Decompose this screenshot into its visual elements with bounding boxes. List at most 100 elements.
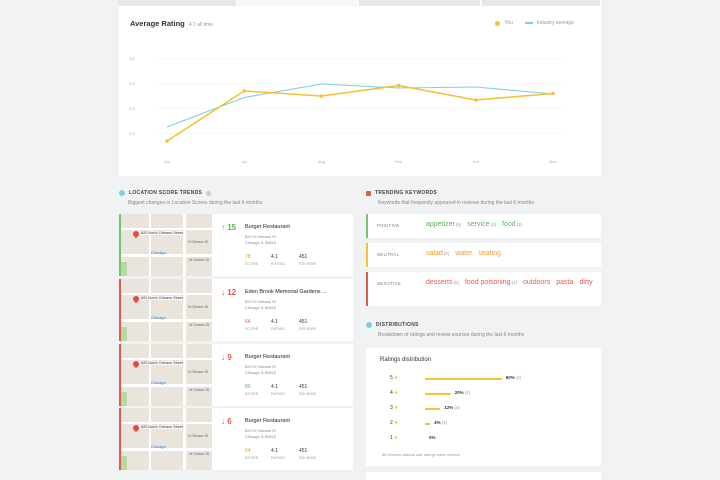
location-address: 820 N Orleans St Chicago IL 60610 bbox=[245, 364, 276, 376]
reviews-metric: 451 REVIEWS bbox=[299, 319, 317, 331]
keyword-tag[interactable]: water bbox=[455, 250, 472, 257]
keyword-tag[interactable]: pasta bbox=[556, 279, 573, 286]
distribution-bar bbox=[425, 423, 431, 425]
average-rating-chart: 3.5 3.0 2.5 2.0 Jun Jul Aug Sep Oct Nov bbox=[129, 56, 565, 164]
keyword-tag[interactable]: desserts(6) bbox=[426, 279, 459, 286]
data-point[interactable] bbox=[551, 91, 555, 96]
metric-label: SCORE bbox=[245, 262, 259, 266]
keyword-tag[interactable]: appetizer(6) bbox=[426, 221, 461, 228]
park-area bbox=[121, 262, 127, 276]
location-map[interactable]: W Ontario St N Orleans St 820 North Orlean… bbox=[121, 344, 212, 406]
tab[interactable] bbox=[119, 0, 237, 6]
star-icon: ★ bbox=[393, 420, 399, 426]
x-tick-label: Jul bbox=[242, 159, 247, 164]
keyword-row-neutral: NEUTRAL salad(4) water seating bbox=[366, 243, 601, 267]
location-map[interactable]: W Ontario St N Orleans St 820 North Orlean… bbox=[121, 408, 212, 470]
keyword-tag[interactable]: dirty bbox=[579, 279, 592, 286]
reviews-metric: 451 REVIEWS bbox=[299, 254, 317, 266]
metric-label: RATING bbox=[271, 262, 286, 266]
percent-value: 60% bbox=[505, 375, 515, 380]
map-pin-label: 820 North Orleans Street bbox=[140, 361, 185, 365]
y-tick-label: 3.5 bbox=[129, 56, 135, 61]
metric-label: REVIEWS bbox=[299, 327, 317, 331]
info-icon[interactable] bbox=[206, 190, 212, 196]
keyword-tag[interactable]: food(2) bbox=[502, 221, 522, 228]
review-count: (4) bbox=[441, 420, 448, 425]
location-map[interactable]: W Ontario St N Orleans St 820 North Orlean… bbox=[121, 279, 212, 341]
keyword-count: (4) bbox=[490, 222, 496, 227]
star-number: 5 bbox=[390, 375, 393, 381]
star-icon: ★ bbox=[393, 405, 399, 411]
location-name[interactable]: Burger Restaurant bbox=[245, 354, 290, 360]
data-point[interactable] bbox=[396, 83, 401, 88]
map-pin-icon bbox=[131, 359, 141, 369]
legend-item-industry[interactable]: Industry average bbox=[524, 20, 574, 26]
street-label: W Ontario St bbox=[189, 323, 210, 327]
keyword-text: dirty bbox=[579, 279, 593, 286]
location-address: 820 N Orleans St Chicago IL 60610 bbox=[245, 234, 276, 246]
star-number: 1 bbox=[390, 435, 393, 441]
keyword-tag[interactable]: outdoors bbox=[523, 279, 550, 286]
map-city-label: Chicago bbox=[151, 444, 166, 449]
location-map[interactable]: W Ontario St N Orleans St 820 North Orlean… bbox=[121, 214, 212, 276]
keyword-list: appetizer(6) service(4) food(2) bbox=[426, 221, 596, 228]
keyword-count: (4) bbox=[443, 251, 450, 256]
park-area bbox=[121, 392, 127, 406]
address-line: 820 N Orleans St bbox=[245, 234, 276, 239]
keyword-list: salad(4) water seating bbox=[426, 250, 596, 257]
keyword-count: (2) bbox=[516, 222, 523, 227]
keyword-row-label: NEUTRAL bbox=[377, 252, 400, 257]
distribution-bar bbox=[425, 393, 451, 395]
y-tick-label: 2.5 bbox=[129, 106, 135, 111]
section-subtitle: Keywords that frequently appeared in rev… bbox=[378, 200, 534, 206]
tab[interactable] bbox=[359, 0, 481, 6]
data-point[interactable] bbox=[165, 139, 169, 143]
address-line: Chicago IL 60610 bbox=[245, 370, 277, 375]
legend-line bbox=[524, 22, 533, 24]
rating-distribution-row: 3★ 12%(4) bbox=[390, 405, 590, 413]
keyword-text: appetizer bbox=[426, 221, 455, 228]
data-point[interactable] bbox=[319, 94, 324, 98]
score-metric: 80 SCORE bbox=[245, 384, 258, 396]
reviews-metric: 451 REVIEWS bbox=[299, 384, 317, 396]
keyword-tag[interactable]: service(4) bbox=[467, 221, 496, 228]
distribution-note: 68 reviews without star ratings were omi… bbox=[382, 452, 460, 457]
address-line: 820 N Orleans St bbox=[245, 364, 276, 369]
map-pin-label: 820 North Orleans Street bbox=[140, 296, 185, 300]
section-title: DISTRIBUTIONS bbox=[376, 322, 419, 328]
distribution-bar bbox=[425, 378, 502, 380]
data-point[interactable] bbox=[474, 98, 478, 102]
keyword-text: water bbox=[455, 250, 473, 257]
map-pin-label: 820 North Orleans Street bbox=[140, 425, 185, 429]
location-card[interactable]: W Ontario St N Orleans St 820 North Orlean… bbox=[119, 279, 353, 341]
legend-item-you[interactable]: You bbox=[495, 20, 513, 26]
rating-metric: 4.1 RATING bbox=[271, 448, 285, 460]
score-value: 64 bbox=[245, 319, 251, 325]
map-pin-icon bbox=[131, 294, 141, 304]
keyword-tag[interactable]: seating bbox=[478, 250, 501, 257]
map-pin-icon bbox=[131, 229, 141, 239]
x-tick-label: Jun bbox=[164, 159, 170, 164]
keyword-tag[interactable]: food poisoning(4) bbox=[465, 279, 517, 286]
location-card[interactable]: W Ontario St N Orleans St 820 North Orlean… bbox=[119, 214, 353, 276]
ratings-distribution-card: Ratings distribution 5★ 60%(4) 4★ 20%(4) 3★ 1… bbox=[366, 348, 601, 466]
location-name[interactable]: Burger Restaurant bbox=[245, 418, 290, 424]
star-number: 3 bbox=[390, 405, 393, 411]
x-tick-label: Aug bbox=[318, 159, 325, 164]
map-pin-label: 820 North Orleans Street bbox=[140, 231, 185, 235]
location-name[interactable]: Eden Brook Memorial Gardens ... bbox=[245, 289, 327, 295]
rating-value: 4.1 bbox=[271, 254, 278, 260]
keyword-tag[interactable]: salad(4) bbox=[426, 250, 449, 257]
star-number: 4 bbox=[390, 390, 393, 396]
tab[interactable] bbox=[238, 0, 358, 6]
location-card[interactable]: W Ontario St N Orleans St 820 North Orlean… bbox=[119, 408, 353, 470]
x-tick-label: Sep bbox=[395, 159, 403, 164]
tab[interactable] bbox=[482, 0, 601, 6]
review-count: (4) bbox=[464, 390, 471, 395]
location-card[interactable]: W Ontario St N Orleans St 820 North Orlean… bbox=[119, 344, 353, 406]
star-icon: ★ bbox=[393, 390, 399, 396]
street-label: N Orleans St bbox=[188, 305, 209, 309]
address-line: Chicago IL 60610 bbox=[245, 434, 277, 439]
location-name[interactable]: Burger Restaurant bbox=[245, 224, 290, 230]
data-point[interactable] bbox=[242, 89, 246, 93]
